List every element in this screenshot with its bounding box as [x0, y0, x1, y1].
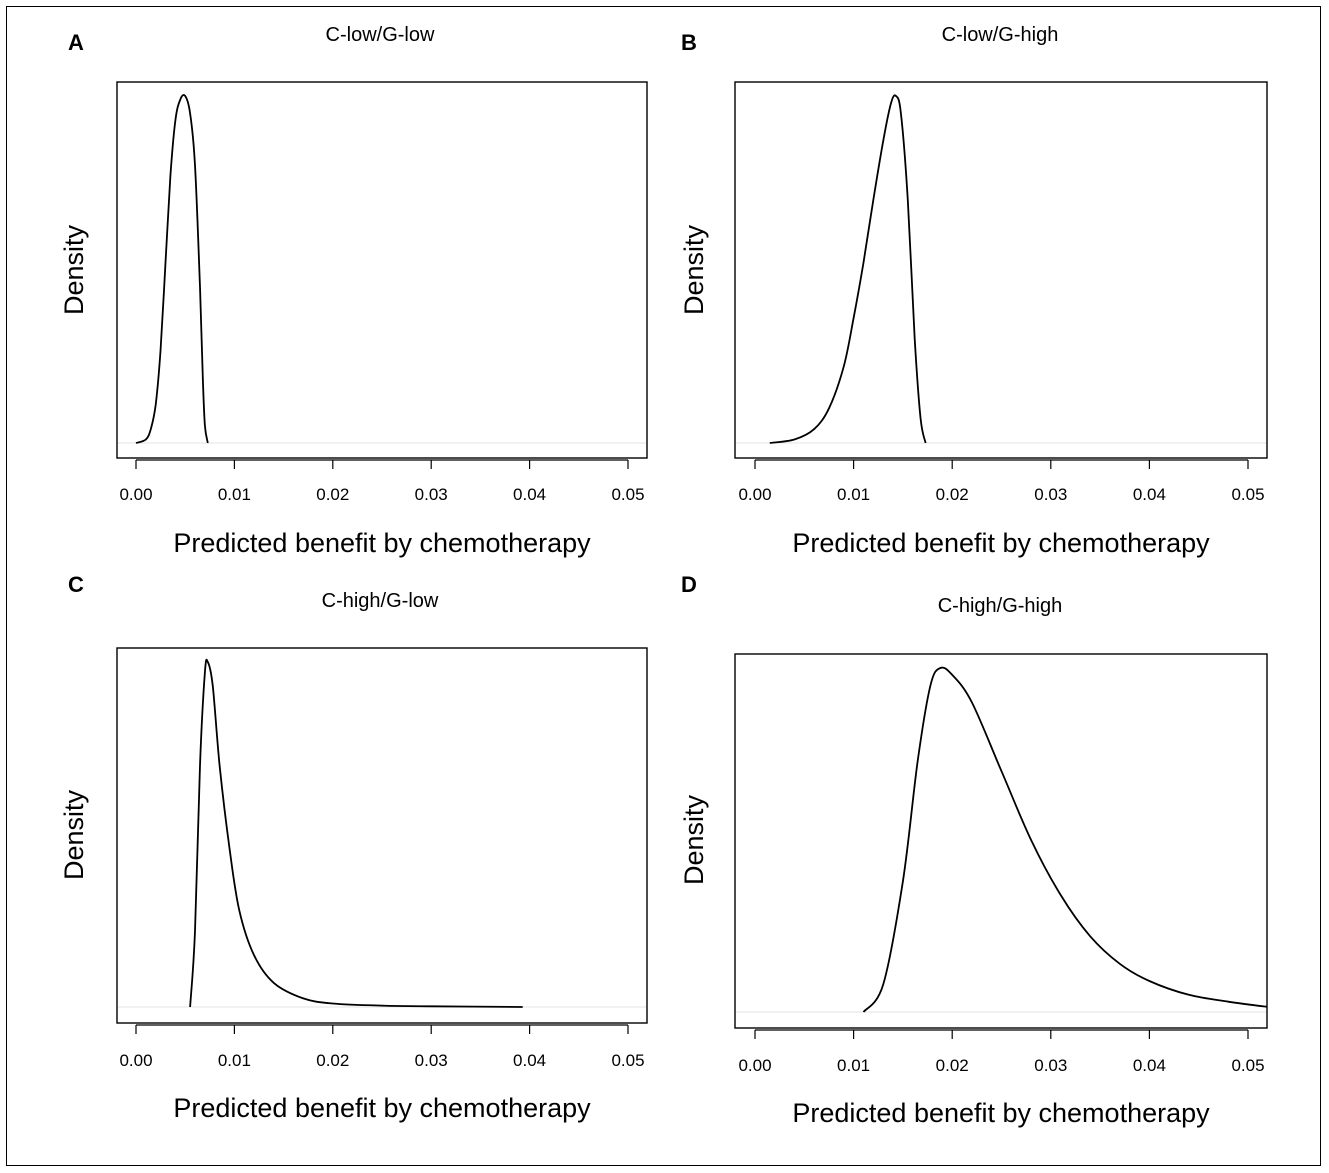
plot-frame-a	[116, 81, 648, 459]
x-tick-label-d-1: 0.01	[837, 1056, 870, 1075]
x-tick-label-a-0: 0.00	[119, 485, 152, 504]
panel-title-d: C-high/G-high	[938, 595, 1063, 617]
x-tick-label-d-3: 0.03	[1034, 1056, 1067, 1075]
panel-letter-d: D	[681, 572, 697, 597]
x-tick-label-c-5: 0.05	[611, 1051, 644, 1070]
x-tick-label-a-2: 0.02	[316, 485, 349, 504]
x-tick-label-a-3: 0.03	[415, 485, 448, 504]
y-axis-label-d: Density	[679, 794, 709, 885]
panel-letter-b: B	[681, 30, 697, 55]
density-curve-b	[769, 94, 927, 444]
x-tick-label-c-2: 0.02	[316, 1051, 349, 1070]
panel-title-b: C-low/G-high	[942, 24, 1059, 46]
density-curve-c	[189, 658, 523, 1008]
panel-title-c: C-high/G-low	[322, 590, 439, 612]
x-tick-label-d-2: 0.02	[936, 1056, 969, 1075]
plot-frame-c	[116, 647, 648, 1024]
x-axis-label-c: Predicted benefit by chemotherapy	[173, 1093, 591, 1123]
plot-frame-d	[734, 653, 1268, 1029]
x-tick-label-b-1: 0.01	[837, 485, 870, 504]
y-axis-label-c: Density	[59, 789, 89, 880]
x-tick-label-a-1: 0.01	[218, 485, 251, 504]
x-tick-label-a-5: 0.05	[611, 485, 644, 504]
x-axis-label-a: Predicted benefit by chemotherapy	[173, 528, 591, 558]
y-axis-label-b: Density	[679, 224, 709, 315]
x-tick-label-a-4: 0.04	[513, 485, 546, 504]
x-tick-label-c-4: 0.04	[513, 1051, 546, 1070]
x-tick-label-d-0: 0.00	[738, 1056, 771, 1075]
x-axis-label-d: Predicted benefit by chemotherapy	[792, 1098, 1210, 1128]
x-tick-label-b-5: 0.05	[1231, 485, 1264, 504]
x-tick-label-b-4: 0.04	[1133, 485, 1166, 504]
panel-letter-a: A	[68, 30, 84, 55]
x-tick-label-c-1: 0.01	[218, 1051, 251, 1070]
plot-frame-b	[734, 81, 1268, 459]
x-axis-label-b: Predicted benefit by chemotherapy	[792, 528, 1210, 558]
x-tick-label-b-3: 0.03	[1034, 485, 1067, 504]
density-curve-a	[135, 94, 209, 444]
x-tick-label-b-2: 0.02	[936, 485, 969, 504]
x-tick-label-c-3: 0.03	[415, 1051, 448, 1070]
density-curve-d	[862, 666, 1268, 1013]
panel-title-a: C-low/G-low	[326, 24, 435, 46]
x-tick-label-d-5: 0.05	[1231, 1056, 1264, 1075]
panel-letter-c: C	[68, 572, 84, 597]
y-axis-label-a: Density	[59, 224, 89, 315]
x-tick-label-c-0: 0.00	[119, 1051, 152, 1070]
x-tick-label-d-4: 0.04	[1133, 1056, 1166, 1075]
figure-border	[6, 6, 1321, 1166]
x-tick-label-b-0: 0.00	[738, 485, 771, 504]
